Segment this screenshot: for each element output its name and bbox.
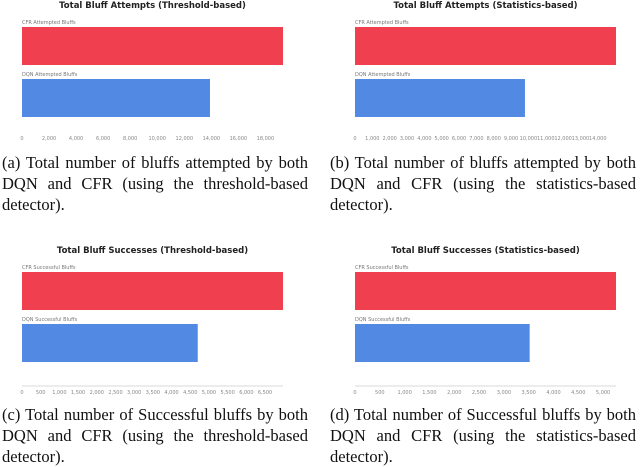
tick-label: 0 — [353, 390, 356, 395]
bar-dqn — [22, 324, 198, 362]
tick-label: 0 — [20, 136, 23, 142]
chart-title: Total Bluff Successes (Threshold-based) — [57, 246, 248, 256]
bar-cfr — [355, 27, 616, 65]
bar-label: CFR Successful Bluffs — [22, 265, 76, 271]
tick-label: 16,000 — [230, 136, 248, 142]
caption-a: (a) Total number of bluffs attempted by … — [2, 153, 308, 214]
bar-dqn — [22, 79, 210, 117]
tick-label: 3,000 — [400, 136, 414, 142]
tick-label: 3,000 — [497, 390, 511, 395]
tick-label: 1,000 — [365, 136, 379, 142]
tick-label: 2,000 — [90, 390, 104, 395]
bar-label: CFR Successful Bluffs — [355, 265, 409, 271]
tick-label: 13,000 — [572, 136, 590, 142]
bar-dqn — [355, 324, 530, 362]
tick-label: 14,000 — [203, 136, 221, 142]
bar-cfr — [355, 272, 616, 310]
tick-label: 4,000 — [546, 390, 560, 395]
bar-label: CFR Attempted Bluffs — [355, 20, 409, 26]
tick-label: 3,500 — [146, 390, 160, 395]
chart-d: Total Bluff Successes (Statistics-based)… — [320, 235, 640, 395]
tick-label: 1,000 — [397, 390, 411, 395]
bar-label: CFR Attempted Bluffs — [22, 20, 76, 26]
caption-d: (d) Total number of Successful bluffs by… — [330, 405, 636, 466]
tick-label: 6,500 — [258, 390, 272, 395]
bar-label: DQN Attempted Bluffs — [22, 72, 78, 78]
tick-label: 3,000 — [127, 390, 141, 395]
tick-label: 10,000 — [520, 136, 538, 142]
bar-cfr — [22, 272, 283, 310]
chart-title: Total Bluff Successes (Statistics-based) — [391, 246, 580, 256]
tick-label: 6,000 — [96, 136, 110, 142]
tick-label: 18,000 — [257, 136, 275, 142]
tick-label: 4,000 — [164, 390, 178, 395]
caption-b: (b) Total number of bluffs attempted by … — [330, 153, 636, 214]
tick-label: 5,000 — [435, 136, 449, 142]
bar-label: DQN Attempted Bluffs — [355, 72, 411, 78]
tick-label: 4,500 — [183, 390, 197, 395]
chart-a: Total Bluff Attempts (Threshold-based) CF… — [0, 0, 320, 150]
bar-label: DQN Successful Bluffs — [355, 317, 411, 323]
tick-label: 10,000 — [148, 136, 166, 142]
tick-label: 8,000 — [123, 136, 137, 142]
tick-label: 1,000 — [52, 390, 66, 395]
tick-label: 11,000 — [537, 136, 555, 142]
chart-c: Total Bluff Successes (Threshold-based) C… — [0, 235, 320, 395]
tick-label: 5,000 — [202, 390, 216, 395]
bar-label: DQN Successful Bluffs — [22, 317, 78, 323]
tick-label: 6,000 — [239, 390, 253, 395]
tick-label: 6,000 — [452, 136, 466, 142]
chart-title: Total Bluff Attempts (Statistics-based) — [393, 1, 577, 11]
tick-label: 0 — [20, 390, 23, 395]
tick-label: 7,000 — [469, 136, 483, 142]
tick-label: 2,500 — [108, 390, 122, 395]
tick-label: 0 — [353, 136, 356, 142]
tick-label: 3,500 — [522, 390, 536, 395]
tick-label: 2,000 — [42, 136, 56, 142]
tick-label: 14,000 — [589, 136, 607, 142]
caption-c: (c) Total number of Successful bluffs by… — [2, 405, 308, 466]
tick-label: 4,000 — [69, 136, 83, 142]
tick-label: 2,000 — [447, 390, 461, 395]
tick-label: 9,000 — [504, 136, 518, 142]
tick-label: 1,500 — [422, 390, 436, 395]
tick-label: 4,000 — [417, 136, 431, 142]
tick-label: 500 — [375, 390, 385, 395]
tick-label: 1,500 — [71, 390, 85, 395]
tick-label: 8,000 — [487, 136, 501, 142]
bar-dqn — [355, 79, 525, 117]
bar-cfr — [22, 27, 283, 65]
tick-label: 5,000 — [596, 390, 610, 395]
tick-label: 12,000 — [554, 136, 572, 142]
tick-label: 500 — [36, 390, 46, 395]
tick-label: 5,500 — [220, 390, 234, 395]
tick-label: 12,000 — [176, 136, 194, 142]
chart-title: Total Bluff Attempts (Threshold-based) — [59, 1, 246, 11]
tick-label: 2,000 — [383, 136, 397, 142]
chart-b: Total Bluff Attempts (Statistics-based) C… — [320, 0, 640, 150]
tick-label: 4,500 — [571, 390, 585, 395]
tick-label: 2,500 — [472, 390, 486, 395]
